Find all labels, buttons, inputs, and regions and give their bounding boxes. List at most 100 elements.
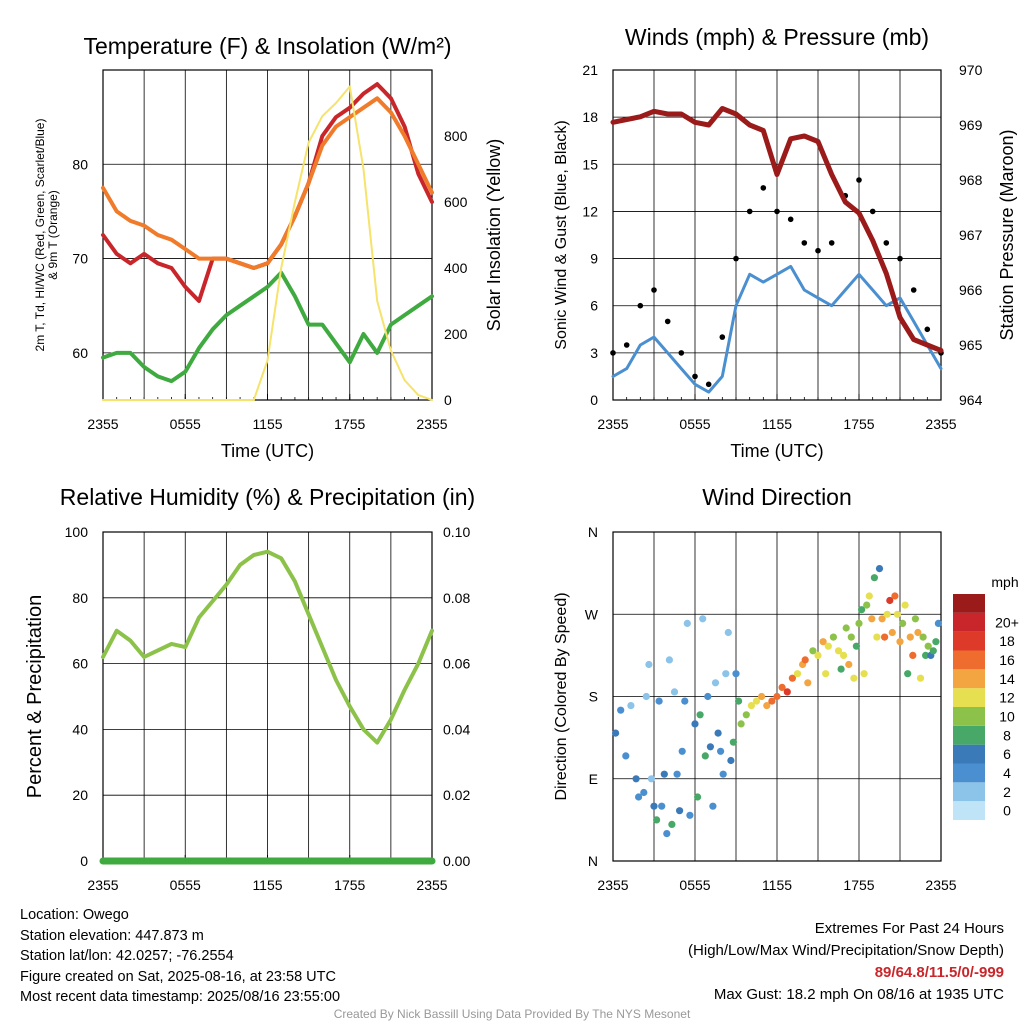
rh-y2-tick-label: 0.06 [443,656,470,672]
direction-point [888,628,896,637]
winds-y-axis-label: Sonic Wind & Gust (Blue, Black) [553,120,570,349]
gust-point [623,342,630,348]
direction-point [904,670,912,678]
winds-x-tick-label: 2355 [925,416,956,432]
winds-y-tick-label: 12 [582,203,598,219]
direction-point [729,738,738,746]
direction-point [747,702,756,710]
direction-point [758,692,766,701]
dir-y-tick-label: N [588,853,598,869]
gust-point [815,247,821,254]
dir-x-tick-label: 1755 [843,877,874,893]
rh-y2-tick-label: 0.10 [443,524,470,540]
direction-point [686,811,694,819]
colorbar-label: 18 [999,633,1015,649]
gust-point [610,350,616,356]
direction-point [814,651,822,660]
colorbar-swatch [953,594,985,613]
direction-point [801,656,809,664]
rh-y-tick-label: 60 [72,656,88,672]
winds-series-sonic-wind [611,264,943,394]
temp-x-tick-label: 1755 [334,416,365,432]
direction-point [617,706,625,714]
temp-x-tick-label: 0555 [170,416,201,432]
winds-y-tick-label: 0 [590,392,598,408]
rh-x-tick-label: 1155 [252,877,282,893]
temp-series-td [101,270,434,384]
colorbar-swatch [953,707,985,726]
direction-point [676,807,684,815]
winds-y-tick-label: 6 [590,298,598,314]
gust-point [719,334,726,340]
winds-x-axis-label: Time (UTC) [730,441,823,461]
gust-point [828,240,835,246]
direction-point [742,711,750,719]
rh-y-axis-label: Percent & Precipitation [24,595,46,798]
elevation-text: Station elevation: 447.873 m [20,927,204,944]
dir-x-tick-label: 2355 [597,877,628,893]
rh-x-tick-label: 0555 [170,877,201,893]
direction-point [845,660,853,669]
gust-point [787,216,794,223]
direction-point [635,793,643,801]
temp-x-tick-label: 1155 [252,416,282,432]
direction-point [704,692,712,701]
temp-series-solar-insolation [102,85,433,401]
colorbar-swatch [953,744,985,764]
direction-point [840,651,848,660]
winds-x-tick-label: 1155 [762,416,792,432]
direction-point [640,788,648,797]
winds-y2-tick-label: 969 [959,117,983,133]
colorbar-swatch [953,612,985,632]
direction-point [724,628,732,637]
direction-point [678,747,686,755]
station-info: Location: Owego Station elevation: 447.8… [20,905,340,1008]
extremes-values: 89/64.8/11.5/0/-999 [874,964,1004,981]
winds-y2-tick-label: 965 [959,337,983,353]
direction-point [870,574,879,582]
winds-y-tick-label: 15 [582,156,598,172]
colorbar-label: 4 [1003,765,1011,781]
temp-y-axis-label: & 9m T (Orange) [46,190,60,280]
gust-point [664,318,671,325]
winds-y-tick-label: 18 [582,109,598,125]
rh-y-tick-label: 100 [65,524,89,540]
colorbar-label: 10 [999,708,1015,724]
rh-y2-tick-label: 0.00 [443,853,470,869]
dir-x-tick-label: 2355 [925,877,956,893]
gust-point [801,240,808,246]
winds-series-gust [610,177,944,388]
rh-panel-title: Relative Humidity (%) & Precipitation (i… [60,484,475,510]
colorbar-swatch [953,669,985,689]
dir-x-tick-label: 1155 [762,877,792,893]
rh-series-relative-humidity [101,549,434,745]
direction-point [722,670,730,678]
rh-x-tick-label: 2355 [87,877,118,893]
direction-point [891,592,899,600]
direction-point [860,670,868,678]
temp-y2-tick-label: 0 [444,392,452,408]
gust-point [746,208,753,215]
direction-point [696,711,704,719]
direction-point [627,702,635,710]
direction-point [717,747,725,755]
gust-point [678,350,685,356]
winds-y-tick-label: 3 [590,345,598,361]
direction-point [834,647,843,655]
gust-point [856,177,862,183]
dir-y-tick-label: W [585,606,599,622]
colorbar-label: 12 [999,690,1015,706]
temp-x-tick-label: 2355 [416,416,447,432]
colorbar-swatch [953,801,985,820]
colorbar-swatch [953,782,985,802]
direction-point [788,674,797,682]
direction-point [653,816,661,824]
direction-point [858,606,866,614]
direction-point [714,729,722,737]
direction-point [875,565,884,573]
direction-point [699,615,707,623]
created-text: Figure created on Sat, 2025-08-16, at 23… [20,968,336,985]
gust-point [637,302,644,309]
extremes-box: Extremes For Past 24 Hours (High/Low/Max… [688,918,1004,1006]
winds-x-tick-label: 1755 [843,416,874,432]
